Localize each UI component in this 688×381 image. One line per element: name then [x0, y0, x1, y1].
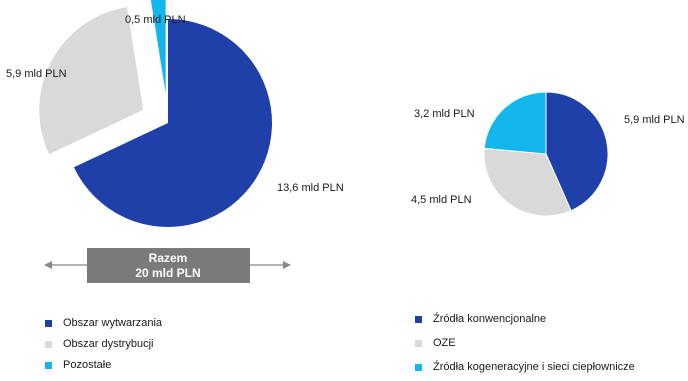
data-label-zrodla-kogeneracyjne-i-sieci-cieplownicze: 3,2 mld PLN: [414, 108, 475, 120]
legend-swatch: [45, 340, 52, 348]
legend-item-zrodla-konwencjonalne: Źródła konwencjonalne: [415, 312, 635, 326]
legend-label: Źródła konwencjonalne: [433, 313, 547, 325]
total-label-line1: Razem: [149, 251, 188, 265]
legend-item-obszar-dystrybucji: Obszar dystrybucji: [45, 337, 162, 351]
legend-swatch: [415, 339, 422, 347]
total-label-line2: 20 mld PLN: [135, 266, 200, 280]
legend-item-pozostale: Pozostałe: [45, 358, 162, 372]
data-label-pozostale: 0,5 mld PLN: [125, 14, 186, 26]
total-arrow-left-head: [44, 261, 52, 269]
pie-chart-left: 13,6 mld PLN 5,9 mld PLN 0,5 mld PLN: [6, 0, 344, 227]
legend-swatch: [45, 361, 52, 369]
legend-swatch: [45, 319, 52, 327]
pie-slice-obszar-dystrybucji: [39, 7, 144, 155]
legend-item-oze: OZE: [415, 336, 635, 350]
legend-right: Źródła konwencjonalne OZE Źródła kogener…: [415, 312, 635, 381]
total-bar: Razem 20 mld PLN: [44, 248, 291, 283]
chart-canvas: 13,6 mld PLN 5,9 mld PLN 0,5 mld PLN 5,9 m…: [6, 0, 685, 283]
data-label-obszar-dystrybucji: 5,9 mld PLN: [6, 68, 67, 80]
legend-label: Pozostałe: [63, 359, 112, 371]
legend-label: Obszar dystrybucji: [63, 338, 154, 350]
legend-item-obszar-wytwarzania: Obszar wytwarzania: [45, 316, 162, 330]
pie-slice-oze: [483, 147, 572, 217]
total-arrow-right-head: [283, 261, 291, 269]
legend-swatch: [415, 315, 422, 323]
legend-label: OZE: [433, 337, 456, 349]
data-label-oze: 4,5 mld PLN: [411, 194, 472, 206]
data-label-zrodla-konwencjonalne: 5,9 mld PLN: [624, 114, 685, 126]
pie-chart-right: 5,9 mld PLN 4,5 mld PLN 3,2 mld PLN: [411, 91, 685, 217]
pie-slice-zrodla-konwencjonalne: [545, 91, 609, 212]
legend-left: Obszar wytwarzania Obszar dystrybucji Po…: [45, 316, 162, 379]
data-label-obszar-wytwarzania: 13,6 mld PLN: [277, 182, 344, 194]
pie-slice-zrodla-kogeneracyjne-i-sieci-cieplownicze: [483, 91, 547, 155]
legend-label: Źródła kogeneracyjne i sieci ciepłownicz…: [433, 361, 635, 373]
legend-swatch: [415, 363, 422, 371]
pie-slice-obszar-wytwarzania: [73, 19, 272, 227]
pie-slice-pozostale: [150, 0, 166, 94]
legend-label: Obszar wytwarzania: [63, 317, 163, 329]
total-box: [87, 248, 250, 283]
legend-item-zrodla-kogeneracyjne: Źródła kogeneracyjne i sieci ciepłownicz…: [415, 360, 635, 374]
